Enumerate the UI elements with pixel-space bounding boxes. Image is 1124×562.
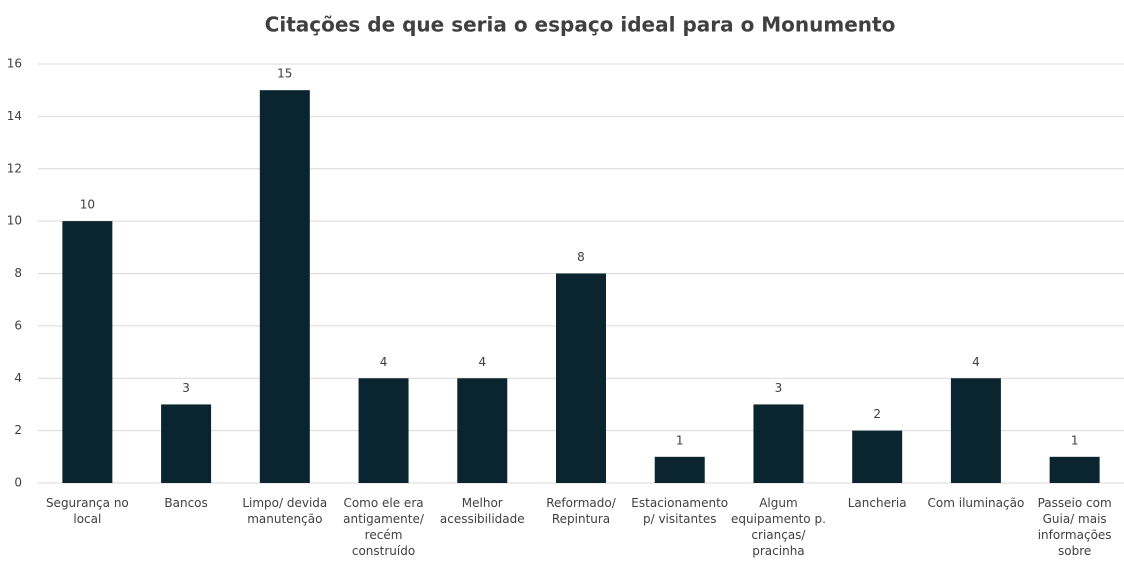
bar	[259, 90, 310, 483]
bar	[1049, 456, 1100, 483]
value-label: 3	[182, 381, 190, 395]
x-tick-label: Com iluminação	[928, 496, 1025, 510]
x-tick-label: Bancos	[164, 496, 207, 510]
x-tick-label: Melhor acessibilidade	[440, 496, 525, 526]
bar	[654, 456, 705, 483]
y-tick-label: 0	[14, 476, 22, 490]
value-label: 4	[380, 355, 388, 369]
value-label: 2	[873, 407, 881, 421]
y-tick-label: 10	[7, 214, 22, 228]
y-tick-label: 12	[7, 161, 22, 175]
y-tick-label: 16	[7, 57, 22, 71]
y-tick-label: 8	[14, 266, 22, 280]
x-tick-label: Lancheria	[848, 496, 907, 510]
x-tick-label: Segurança no local	[46, 496, 129, 526]
bar	[556, 273, 606, 483]
bar	[753, 404, 804, 483]
value-label: 10	[80, 198, 95, 212]
value-label: 4	[972, 355, 980, 369]
x-tick-label: Algum equipamento p. crianças/pracinha	[731, 496, 826, 558]
value-label: 3	[775, 381, 783, 395]
x-tick-label: Reformado/Repintura	[546, 496, 616, 526]
x-tick-label: Passeio com Guia/ mais informações sobre	[1038, 496, 1112, 558]
x-tick-label: Limpo/ devida manutenção	[242, 496, 327, 526]
bar	[358, 378, 409, 483]
x-tick-label: Como ele era antigamente/recém construído	[343, 496, 425, 558]
y-tick-label: 6	[14, 318, 22, 332]
value-label: 8	[577, 250, 585, 264]
value-label: 1	[676, 433, 684, 447]
bar	[161, 404, 212, 483]
value-label: 15	[277, 67, 292, 81]
bar	[62, 221, 113, 483]
value-label: 1	[1071, 433, 1079, 447]
bar	[950, 378, 1001, 483]
value-label: 4	[478, 355, 486, 369]
bar	[852, 430, 903, 483]
y-tick-label: 2	[14, 423, 22, 437]
y-tick-label: 4	[14, 371, 22, 385]
bar	[457, 378, 508, 483]
chart-title: Citações de que seria o espaço ideal par…	[265, 13, 896, 37]
x-tick-label: Estacionamento p/ visitantes	[631, 496, 728, 526]
y-tick-label: 14	[7, 109, 22, 123]
